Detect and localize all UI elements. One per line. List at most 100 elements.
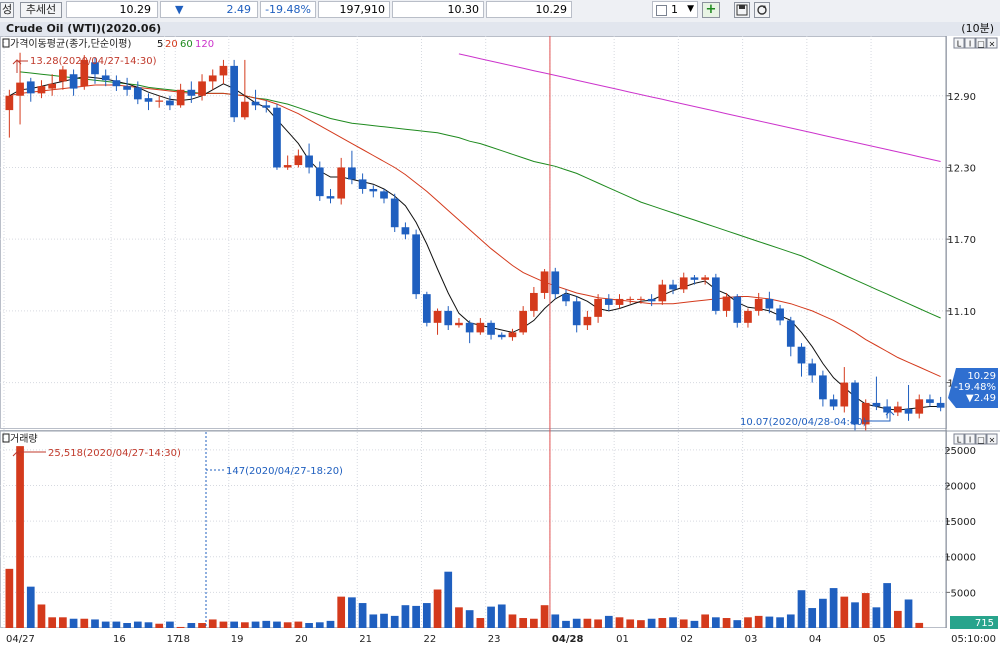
candle-body (722, 296, 731, 311)
candle-body (893, 406, 902, 413)
volume-cursor-label: 147(2020/04/27-18:20) (226, 466, 343, 477)
panel-control-button[interactable] (986, 37, 998, 49)
candle (476, 318, 485, 335)
candle (626, 296, 635, 304)
candle (208, 69, 217, 90)
panel-control-button[interactable] (964, 433, 976, 445)
volume-tick-label: 25000 (944, 446, 976, 457)
checkbox-icon (656, 5, 667, 16)
candle-body (551, 271, 560, 295)
candle (380, 188, 388, 204)
candle-body (37, 86, 46, 94)
candle (594, 294, 602, 323)
volume-bar (369, 614, 378, 628)
candle-body (112, 80, 121, 87)
x-tick-label: 04 (809, 634, 822, 645)
candle (144, 93, 153, 111)
candle (808, 358, 817, 383)
candle-body (69, 74, 78, 89)
volume-bar (433, 589, 442, 628)
chart-count-select[interactable]: 1 ▼ (652, 1, 698, 18)
volume-bar (358, 603, 367, 628)
candle (819, 370, 827, 407)
candle-body (690, 277, 699, 280)
x-tick-label: 16 (113, 634, 126, 645)
candle-body (5, 95, 14, 111)
volume-bar (851, 602, 859, 628)
volume-bar (604, 615, 613, 628)
legend-ma120: 120 (195, 39, 214, 50)
candle-body (294, 155, 303, 166)
candle (861, 399, 870, 431)
candle (926, 394, 934, 407)
candle (80, 55, 89, 90)
candle (112, 75, 121, 91)
x-tick-label: 20 (295, 634, 308, 645)
candle-body (380, 191, 388, 199)
candle (240, 59, 249, 120)
candle-body (465, 322, 474, 333)
candle-body (487, 322, 495, 335)
current-price: 10.29 (119, 3, 152, 16)
volume-bar (476, 618, 485, 628)
panel-control-button[interactable] (953, 37, 965, 49)
candle-body (251, 101, 260, 106)
candle-body (808, 363, 817, 376)
plus-icon: + (705, 2, 717, 17)
trendline-button[interactable]: 추세선 (20, 2, 62, 18)
candle (872, 376, 881, 411)
left-tab[interactable]: 성 (0, 2, 14, 18)
volume-bar (711, 617, 720, 628)
volume-bar (776, 617, 784, 628)
refresh-button[interactable] (754, 2, 770, 18)
candle (251, 89, 260, 111)
candle-body (369, 188, 378, 192)
volume-bar (380, 613, 388, 628)
panel-control-button[interactable] (975, 433, 987, 445)
candle-body (604, 298, 613, 305)
x-tick-label: 02 (680, 634, 693, 645)
volume-bar (251, 621, 260, 628)
candle-body (658, 284, 667, 302)
chart-area[interactable]: 12.9012.3011.7011.1010.50250002000015000… (0, 36, 1000, 645)
candle-body (412, 234, 420, 295)
candle (786, 316, 795, 357)
candle (551, 267, 560, 299)
candle-body (572, 301, 581, 326)
volume-bar (390, 615, 399, 628)
candle-body (679, 277, 688, 290)
candle (176, 83, 185, 108)
panel-control-glyph: L (957, 40, 962, 49)
volume-bar (904, 599, 913, 628)
add-chart-button[interactable]: + (702, 2, 720, 18)
volume-cursor-annotation: 147(2020/04/27-18:20) (205, 432, 343, 628)
candle-body (133, 87, 142, 100)
volume-bar (455, 607, 463, 628)
candle-body (337, 167, 346, 199)
panel-control-button[interactable] (953, 433, 965, 445)
volume-bar (583, 618, 592, 628)
save-button[interactable] (734, 2, 750, 18)
candle (637, 296, 645, 304)
volume-bar (819, 598, 827, 628)
candle (497, 332, 506, 340)
volume-bar (594, 619, 602, 628)
candle (851, 380, 859, 431)
candle (572, 296, 581, 333)
candle-body (851, 382, 859, 425)
volume-bar (112, 621, 121, 628)
panel-icon (2, 433, 10, 443)
panel-control-button[interactable] (986, 433, 998, 445)
chart-period: (10분) (961, 22, 994, 35)
chart-title: Crude Oil (WTI)(2020.06) (6, 22, 162, 35)
candle-body (819, 375, 827, 400)
volume-bar (166, 621, 174, 628)
panel-control-glyph: I (969, 436, 971, 445)
candle (294, 149, 303, 168)
candle (744, 308, 752, 328)
candle-body (358, 179, 367, 189)
volume-bar (80, 618, 89, 628)
panel-control-button[interactable] (975, 37, 987, 49)
panel-control-button[interactable] (964, 37, 976, 49)
candle (123, 77, 131, 96)
